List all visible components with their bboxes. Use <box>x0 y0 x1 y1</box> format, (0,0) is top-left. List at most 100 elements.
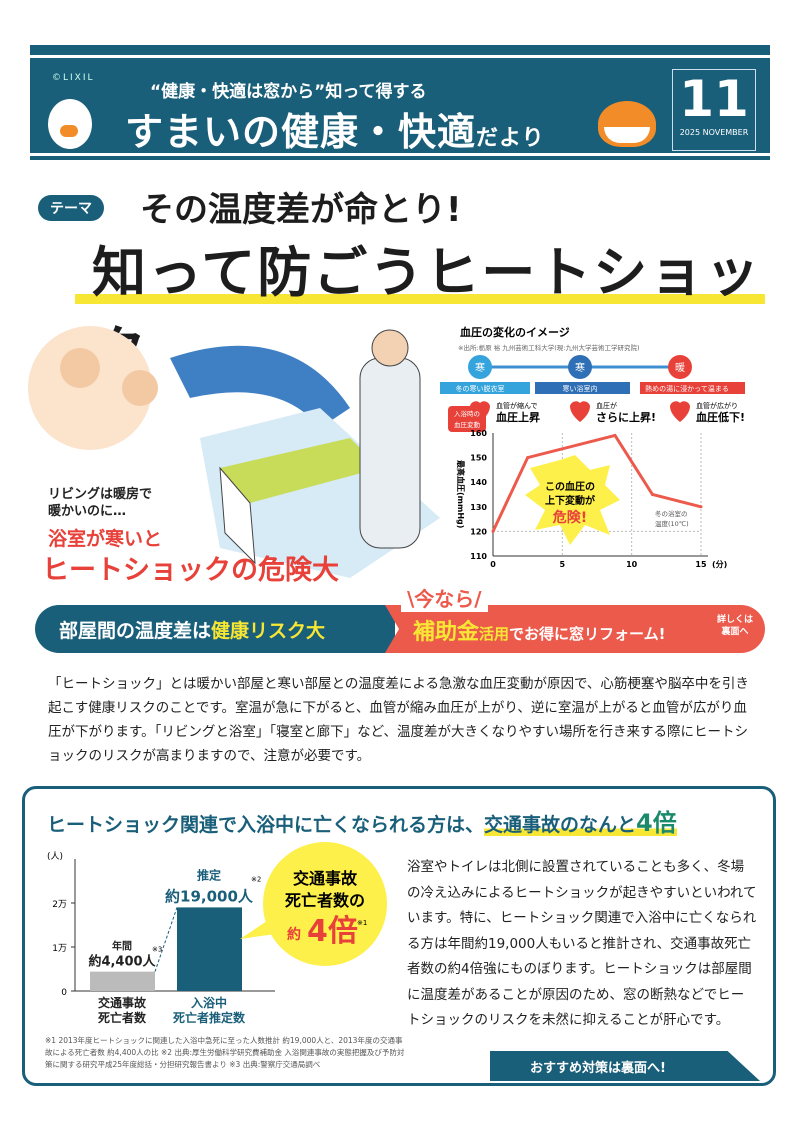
box-title: ヒートショック関連で入浴中に亡くなられる方は、交通事故のなんと4倍 <box>47 803 677 838</box>
bp-point <box>491 529 495 533</box>
category-label: 入浴中 <box>191 995 227 1010</box>
stage-note: 血圧が <box>596 401 617 410</box>
intro-paragraph: 「ヒートショック」とは暖かい部屋と寒い部屋との温度差による急激な血圧変動が原因で… <box>48 676 749 764</box>
issue-date: 2025 NOVEMBER <box>679 128 749 137</box>
bp-point <box>699 505 703 509</box>
living-room-scene <box>28 326 152 450</box>
stage-icon-circle <box>568 355 592 379</box>
caption-red-2: ヒートショックの危険大 <box>42 555 339 586</box>
stage-note-big: 血圧上昇 <box>496 410 540 424</box>
box-title-number: 4倍 <box>636 809 677 837</box>
x-tick-label: 10 <box>626 560 638 569</box>
banner-right: 補助金活用でお得に窓リフォーム! 詳しくは裏面へ <box>385 605 765 653</box>
newsletter-header: ©LIXIL “健康・快適は窓から”知って得する すまいの健康・快適だより 11… <box>30 45 770 160</box>
burst-text: 上下変動が <box>545 494 596 507</box>
y-axis-label: 最高血圧(mmHg) <box>456 460 466 528</box>
subsidy-banner[interactable]: 部屋間の温度差は健康リスク大 補助金活用でお得に窓リフォーム! 詳しくは 裏面へ … <box>35 583 765 653</box>
caption-line: 暖かいのに… <box>48 504 127 519</box>
y-tick-label: 160 <box>470 429 487 438</box>
caption-small: リビングは暖房で 暖かいのに… <box>48 486 152 520</box>
heart-icon <box>570 401 590 422</box>
bar-note: ※3 <box>152 946 162 954</box>
headline-underline <box>75 294 765 304</box>
bubble-number: 4倍 <box>307 914 358 949</box>
bp-point <box>613 433 617 437</box>
more-line: 裏面へ <box>721 627 749 637</box>
y-tick-label: 120 <box>470 527 487 536</box>
blood-pressure-chart: 血圧の変化のイメージ ※出所:栃原 裕 九州芸術工科大学(現:九州大学芸術工学研… <box>440 325 745 569</box>
side-label: 血圧変動 <box>454 420 481 429</box>
frog-mascot-icon <box>598 101 656 147</box>
chart-title: 血圧の変化のイメージ <box>460 325 570 339</box>
bubble-text: 死亡者数の <box>285 891 365 910</box>
stage-label-bg <box>440 382 530 394</box>
bar-label-top: 年間 <box>112 940 132 953</box>
header-subtitle: “健康・快適は窓から”知って得する <box>150 82 427 102</box>
x-axis-label: (分) <box>712 559 727 569</box>
stage-note: 血管が縮んで <box>496 401 538 410</box>
shivering-man-icon <box>359 357 421 549</box>
temp-annotation: 冬の浴室の <box>655 509 688 518</box>
statistics-box: ヒートショック関連で入浴中に亡くなられる方は、交通事故のなんと4倍 (人) 0 1万… <box>22 786 776 1086</box>
x-tick-label: 5 <box>560 560 566 569</box>
bathtub-icon <box>220 438 380 503</box>
issue-number: 11 <box>679 70 749 128</box>
bubble-note: ※1 <box>357 919 367 927</box>
temp-annotation: 温度(10℃) <box>655 519 689 528</box>
bubble-text: 交通事故 <box>293 869 358 888</box>
bar <box>177 907 242 991</box>
subsidy-text: 補助金 <box>413 620 480 645</box>
box-body: 浴室やトイレは北側に設置されていることも多く、冬場の冷え込みによるヒートショック… <box>407 859 757 1028</box>
see-back-link[interactable]: 詳しくは 裏面へ <box>717 614 753 638</box>
bar-value-label: 約4,400人 <box>88 954 156 970</box>
category-label: 死亡者推定数 <box>173 1010 246 1025</box>
stage-note-big: 血圧低下! <box>696 410 745 424</box>
more-line: 詳しくは <box>716 615 753 625</box>
copyright: ©LIXIL <box>52 73 95 83</box>
y-tick-label: 0 <box>61 988 67 998</box>
chart-source: ※出所:栃原 裕 九州芸術工科大学(現:九州大学芸術工学研究院) <box>458 343 640 352</box>
see-back-button[interactable]: おすすめ対策は裏面へ! <box>490 1051 760 1081</box>
caption-red-1: 浴室が寒いと <box>48 528 163 550</box>
heart-icon <box>670 401 690 422</box>
headline-line1: その温度差が命とり! <box>140 190 462 230</box>
stage-label: 熱めの湯に浸かって温まる <box>645 384 729 393</box>
stage-icon: 暖 <box>675 361 685 374</box>
bubble-text: 約 <box>287 926 301 943</box>
bar-label-top: 推定 <box>197 867 221 882</box>
burst-shape <box>525 455 620 545</box>
arrow-icon <box>170 345 350 428</box>
y-tick-label: 1万 <box>52 944 67 954</box>
x-tick-label: 0 <box>490 560 496 569</box>
burst-text: 危険! <box>552 509 587 526</box>
title-main: すまいの健康・快適 <box>125 110 477 154</box>
box-title-pre: ヒートショック関連で入浴中に亡くなられる方は、 <box>47 814 485 836</box>
issue-box: 11 2025 NOVEMBER <box>672 69 756 151</box>
y-tick-label: 150 <box>470 454 487 463</box>
bird-mascot-icon <box>48 99 92 149</box>
banner-right-text: でお得に窓リフォーム! <box>509 625 666 643</box>
stage-label-bg <box>535 382 630 394</box>
stage-label: 寒い浴室内 <box>563 384 598 393</box>
y-tick-label: 140 <box>470 478 487 487</box>
category-label: 交通事故 <box>98 995 147 1010</box>
subsidy-use-text: 活用 <box>479 625 510 643</box>
connector-line <box>154 907 178 972</box>
stage-icon-circle <box>468 355 492 379</box>
banner-left-text: 部屋間の温度差は <box>59 620 212 642</box>
category-label: 死亡者数 <box>98 1010 147 1025</box>
bar-note: ※2 <box>251 875 261 883</box>
bubble <box>263 842 387 966</box>
footnote: ※1 2013年度ヒートショックに関連した入浴中急死に至った人数推計 約19,0… <box>45 1036 405 1069</box>
y-tick-label: 130 <box>470 503 487 512</box>
stage-label: 冬の寒い脱衣室 <box>456 384 505 393</box>
bp-point <box>650 493 654 496</box>
banner-highlight: 健康リスク大 <box>211 620 326 642</box>
stage-note-big: さらに上昇! <box>596 410 656 424</box>
heat-shock-illustration <box>28 326 440 578</box>
theme-badge: テーマ <box>38 195 104 221</box>
stage-label-bg <box>640 382 745 394</box>
bp-point <box>526 456 530 460</box>
stage-note: 血管が広がり <box>696 401 738 410</box>
